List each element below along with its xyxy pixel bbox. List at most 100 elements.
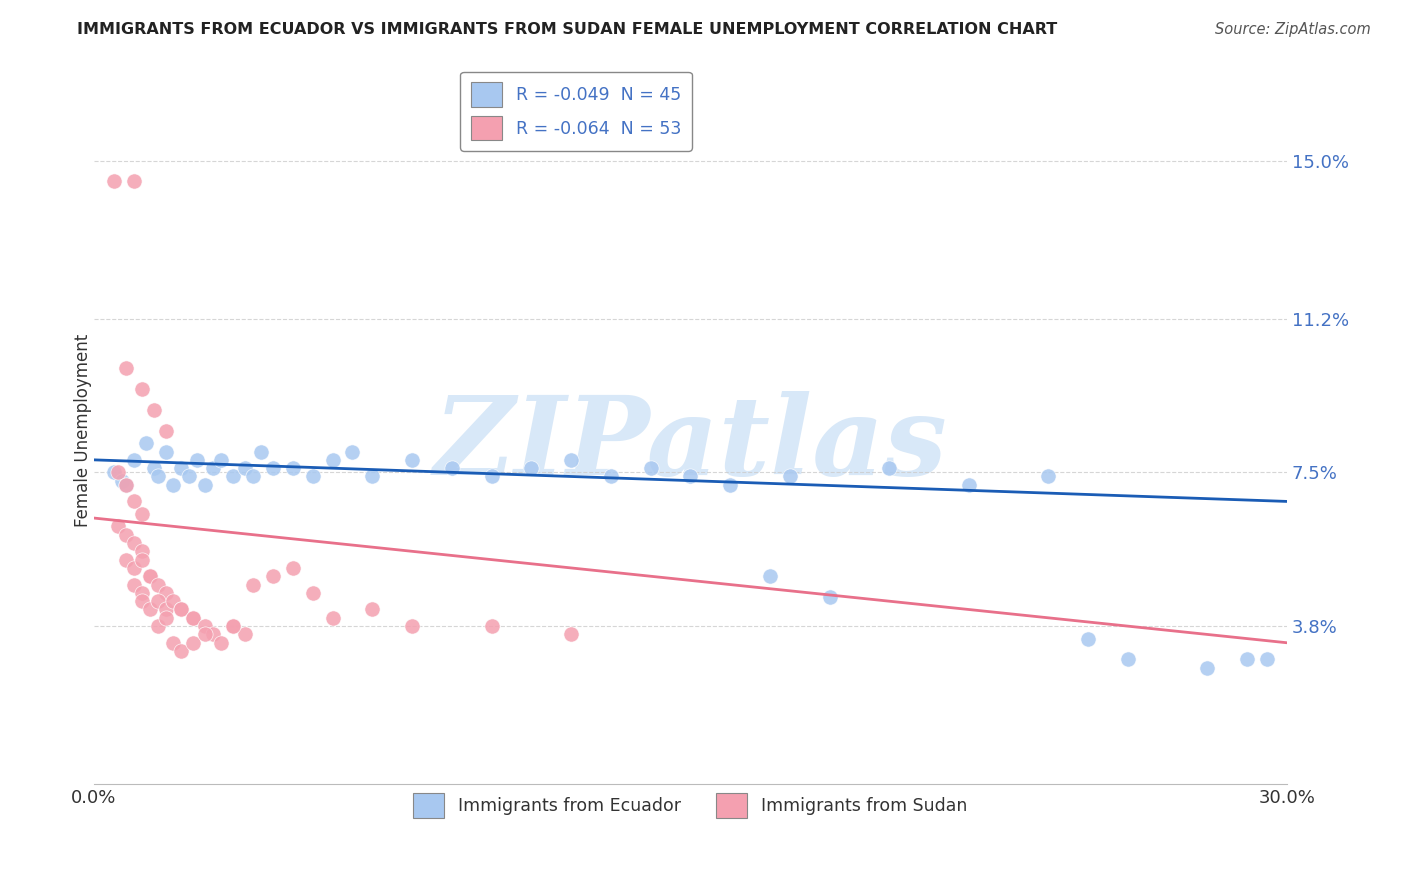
Point xyxy=(301,586,323,600)
Point xyxy=(122,577,145,591)
Point xyxy=(262,569,284,583)
Point xyxy=(135,436,157,450)
Point xyxy=(114,361,136,376)
Point xyxy=(186,453,208,467)
Point xyxy=(560,627,582,641)
Point xyxy=(162,477,184,491)
Point xyxy=(131,507,153,521)
Point xyxy=(138,569,160,583)
Point xyxy=(114,477,136,491)
Point xyxy=(122,453,145,467)
Point xyxy=(146,469,169,483)
Point xyxy=(107,519,129,533)
Point xyxy=(131,544,153,558)
Point xyxy=(111,474,134,488)
Point xyxy=(342,444,364,458)
Y-axis label: Female Unemployment: Female Unemployment xyxy=(75,334,91,527)
Point xyxy=(209,453,232,467)
Point xyxy=(103,174,125,188)
Point xyxy=(242,577,264,591)
Point xyxy=(114,477,136,491)
Point xyxy=(131,382,153,396)
Point xyxy=(179,469,201,483)
Point xyxy=(162,636,184,650)
Point xyxy=(281,561,304,575)
Point xyxy=(194,627,217,641)
Point xyxy=(183,611,205,625)
Point xyxy=(361,602,384,616)
Point xyxy=(818,590,841,604)
Point xyxy=(401,453,423,467)
Point xyxy=(107,466,129,480)
Point xyxy=(170,644,193,658)
Text: Source: ZipAtlas.com: Source: ZipAtlas.com xyxy=(1215,22,1371,37)
Point xyxy=(361,469,384,483)
Point xyxy=(194,477,217,491)
Point xyxy=(103,466,125,480)
Point xyxy=(155,444,177,458)
Point xyxy=(440,461,463,475)
Point xyxy=(481,619,503,633)
Point xyxy=(957,477,980,491)
Point xyxy=(155,586,177,600)
Point xyxy=(122,536,145,550)
Point xyxy=(640,461,662,475)
Point xyxy=(301,469,323,483)
Text: IMMIGRANTS FROM ECUADOR VS IMMIGRANTS FROM SUDAN FEMALE UNEMPLOYMENT CORRELATION: IMMIGRANTS FROM ECUADOR VS IMMIGRANTS FR… xyxy=(77,22,1057,37)
Point xyxy=(281,461,304,475)
Point xyxy=(114,527,136,541)
Point xyxy=(877,461,900,475)
Point xyxy=(1077,632,1099,646)
Point xyxy=(481,469,503,483)
Point xyxy=(155,424,177,438)
Point xyxy=(222,619,245,633)
Point xyxy=(250,444,273,458)
Point xyxy=(1236,652,1258,666)
Point xyxy=(131,594,153,608)
Point xyxy=(222,619,245,633)
Point xyxy=(233,627,256,641)
Point xyxy=(122,561,145,575)
Point xyxy=(520,461,543,475)
Point xyxy=(1038,469,1060,483)
Point xyxy=(599,469,621,483)
Point xyxy=(170,461,193,475)
Point xyxy=(233,461,256,475)
Point xyxy=(146,619,169,633)
Point xyxy=(401,619,423,633)
Point xyxy=(222,469,245,483)
Point xyxy=(1256,652,1278,666)
Point xyxy=(759,569,782,583)
Point xyxy=(242,469,264,483)
Point xyxy=(321,611,343,625)
Point xyxy=(779,469,801,483)
Point xyxy=(202,627,225,641)
Point xyxy=(679,469,702,483)
Point xyxy=(122,494,145,508)
Point xyxy=(194,619,217,633)
Point xyxy=(170,602,193,616)
Point xyxy=(142,461,165,475)
Point xyxy=(122,174,145,188)
Point xyxy=(560,453,582,467)
Point xyxy=(146,594,169,608)
Point xyxy=(262,461,284,475)
Point xyxy=(131,586,153,600)
Legend: Immigrants from Ecuador, Immigrants from Sudan: Immigrants from Ecuador, Immigrants from… xyxy=(406,787,974,825)
Text: ZIPatlas: ZIPatlas xyxy=(433,392,948,499)
Point xyxy=(1116,652,1139,666)
Point xyxy=(155,602,177,616)
Point xyxy=(183,611,205,625)
Point xyxy=(114,552,136,566)
Point xyxy=(321,453,343,467)
Point xyxy=(162,594,184,608)
Point xyxy=(142,403,165,417)
Point xyxy=(718,477,741,491)
Point xyxy=(138,602,160,616)
Point xyxy=(138,569,160,583)
Point xyxy=(155,611,177,625)
Point xyxy=(131,552,153,566)
Point xyxy=(183,636,205,650)
Point xyxy=(209,636,232,650)
Point xyxy=(170,602,193,616)
